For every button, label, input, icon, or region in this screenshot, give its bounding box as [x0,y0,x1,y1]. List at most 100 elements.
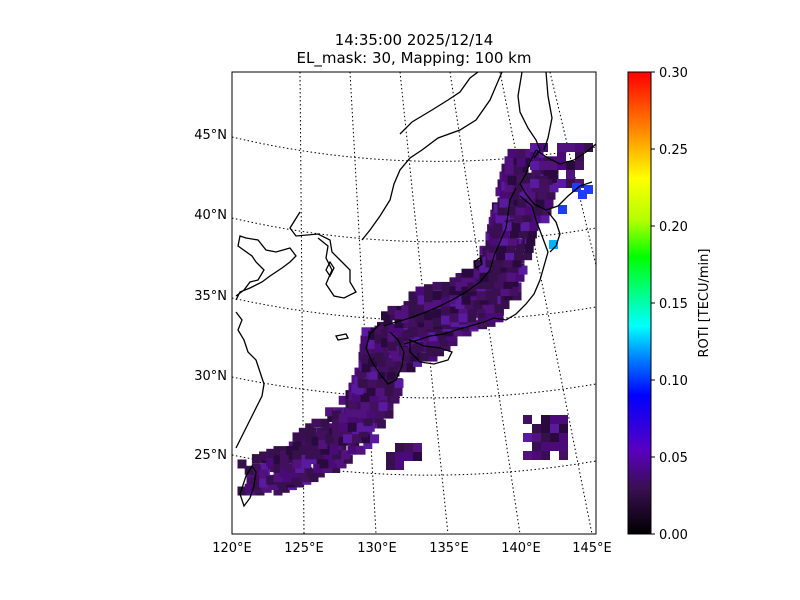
roti-cell [488,272,498,282]
roti-cell [357,409,367,419]
roti-cell [251,463,261,473]
roti-cell [487,251,497,261]
roti-cell [496,251,506,261]
roti-cell [386,461,395,470]
roti-cell [505,251,515,261]
colorbar-gradient [627,71,652,535]
roti-cell [504,156,514,166]
roti-cell-high [572,183,581,192]
roti-cell [453,327,463,337]
roti-cell [491,265,501,275]
roti-cell [417,291,427,301]
roti-cell [541,442,550,451]
roti-cell [532,451,541,460]
roti-cell [314,450,324,460]
roti-cell [369,393,379,403]
colorbar-tick-0: 0.00 [659,528,688,543]
roti-cell [523,251,533,261]
roti-cell [497,272,507,282]
roti-cell [499,189,509,199]
roti-cell [417,327,427,337]
roti-cell [559,415,568,424]
roti-cell [311,445,321,455]
roti-cell [494,304,504,314]
roti-cell [401,352,411,362]
roti-cell [550,424,559,433]
lon-label-125: 125°E [284,541,324,556]
roti-cell [546,190,556,200]
colorbar-tick-6: 0.30 [659,66,688,81]
roti-cell [441,315,450,325]
roti-cell [441,281,451,291]
roti-cell [378,402,388,412]
roti-cell [331,428,341,438]
roti-cell [244,483,254,493]
roti-cell [366,387,376,397]
roti-cell [494,313,504,323]
roti-cell [524,243,534,253]
coastline-jeju [335,333,349,341]
roti-cell [485,279,495,289]
roti-cell [424,302,433,312]
coastline-sado [473,256,483,270]
roti-cell [513,174,523,184]
roti-cell [432,281,442,291]
roti-cell [392,352,402,362]
roti-cell [504,196,514,206]
roti-cell [497,243,507,253]
roti-cell [461,286,471,296]
roti-cell [430,337,440,347]
roti-cell [520,222,530,232]
roti-cell [559,451,568,460]
roti-cell [419,332,429,342]
lon-label-130: 130°E [357,541,397,556]
roti-cell [518,229,528,239]
roti-cell [426,347,435,357]
roti-cell [512,258,522,268]
roti-cell [408,291,418,301]
roti-cell [516,148,526,158]
coastline-bay [325,260,335,278]
roti-cell [507,148,517,158]
roti-cell [502,222,512,232]
colorbar-tick-2: 0.10 [659,374,688,389]
gridline-lat-30 [232,376,596,399]
roti-cell [541,433,550,442]
roti-cell [449,313,459,323]
roti-cell [535,198,545,208]
roti-cell [259,451,269,461]
roti-cell [446,332,456,342]
gridline-lat-35 [232,297,596,322]
roti-cell [539,161,548,170]
colorbar-tick-3: 0.15 [659,297,688,312]
roti-cell [499,236,509,246]
roti-cell [575,161,584,170]
roti-cell [542,206,552,216]
roti-cell [490,236,500,246]
roti-cell [320,445,330,455]
roti-cell [341,450,351,460]
roti-cell [381,311,390,321]
roti-cell [348,400,358,410]
roti-cell [406,363,416,373]
roti-cell [550,415,559,424]
roti-cell [540,214,550,224]
lon-label-120: 120°E [212,541,252,556]
roti-cell [376,378,386,388]
coastline-korea [289,211,357,299]
roti-cell [377,357,386,367]
roti-cell [432,299,442,309]
roti-cell [327,413,337,422]
roti-cell [331,464,341,473]
roti-cell [298,445,308,455]
colorbar-tick-labels: 0.00 0.05 0.10 0.15 0.20 0.25 0.30 [659,66,688,543]
roti-cell [394,319,404,329]
roti-cell [529,222,539,232]
roti-cell [365,422,375,432]
roti-cell [246,477,256,487]
roti-cell [485,258,495,268]
roti-cell [517,189,527,199]
roti-cell [491,229,501,239]
roti-cell [548,170,557,179]
roti-cell [363,440,373,449]
